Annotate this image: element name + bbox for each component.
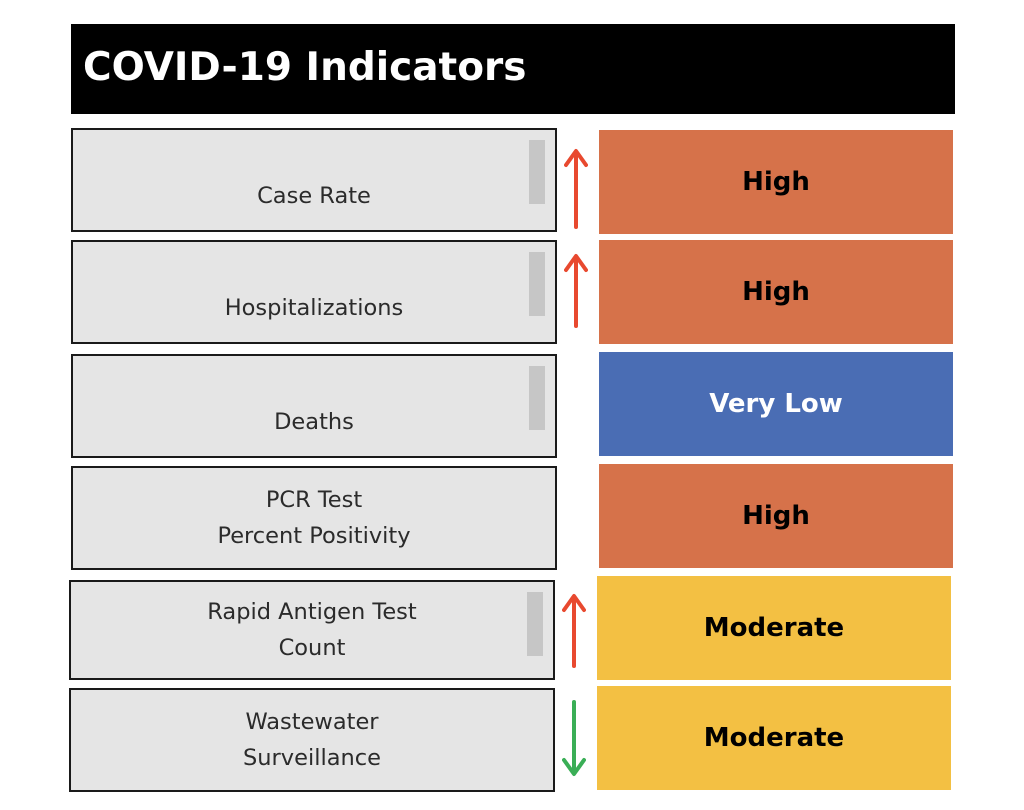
up-arrow-icon	[564, 254, 588, 328]
level-text: Moderate	[703, 613, 845, 643]
indicator-label: Rapid Antigen Test Count	[207, 599, 417, 661]
indicator-card-pcr-test[interactable]: PCR Test Percent Positivity	[71, 466, 557, 570]
indicator-card-wastewater[interactable]: Wastewater Surveillance	[69, 688, 555, 792]
indicator-label: Hospitalizations	[224, 295, 404, 321]
page-title: COVID-19 Indicators	[83, 45, 527, 90]
level-text: High	[742, 277, 810, 307]
indicator-card-hospitalizations[interactable]: Hospitalizations	[71, 240, 557, 344]
level-badge-wastewater: Moderate	[597, 686, 951, 790]
dashboard-header: COVID-19 Indicators	[71, 24, 955, 114]
scroll-tab[interactable]	[529, 366, 545, 430]
level-text: High	[742, 501, 810, 531]
level-badge-case-rate: High	[599, 130, 953, 234]
indicator-label: Deaths	[274, 409, 354, 435]
indicator-card-rapid-antigen[interactable]: Rapid Antigen Test Count	[69, 580, 555, 680]
level-badge-rapid-antigen: Moderate	[597, 576, 951, 680]
level-text: High	[742, 167, 810, 197]
level-badge-deaths: Very Low	[599, 352, 953, 456]
up-arrow-icon	[564, 149, 588, 229]
level-badge-pcr-test: High	[599, 464, 953, 568]
indicator-label: PCR Test Percent Positivity	[217, 487, 411, 549]
scroll-tab[interactable]	[529, 252, 545, 316]
indicator-card-deaths[interactable]: Deaths	[71, 354, 557, 458]
level-text: Very Low	[709, 389, 843, 419]
up-arrow-icon	[562, 594, 586, 668]
indicator-label: Wastewater Surveillance	[243, 709, 381, 771]
indicator-card-case-rate[interactable]: Case Rate	[71, 128, 557, 232]
scroll-tab[interactable]	[529, 140, 545, 204]
level-text: Moderate	[703, 723, 845, 753]
scroll-tab[interactable]	[527, 592, 543, 656]
down-arrow-icon	[562, 700, 586, 776]
indicator-label: Case Rate	[257, 183, 371, 209]
level-badge-hospitalizations: High	[599, 240, 953, 344]
